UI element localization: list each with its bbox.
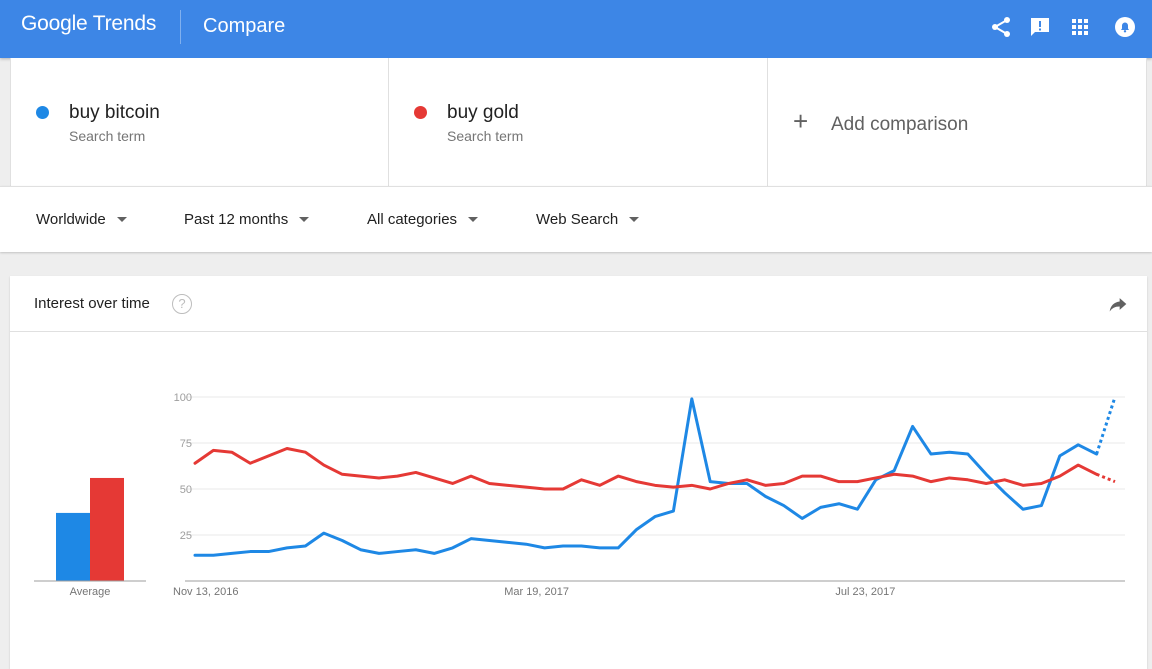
series-line-buy-bitcoin <box>193 397 1099 557</box>
term-card-buy-bitcoin[interactable]: buy bitcoin Search term <box>11 58 389 186</box>
term-label: buy gold <box>447 102 519 123</box>
filter-label: All categories <box>367 211 458 228</box>
interest-chart: 25 50 75 100 Nov 13, 2016 Mar 19, 2017 Jul 23,… <box>34 392 1125 598</box>
dropdown-caret-icon <box>116 216 127 222</box>
term-label: buy bitcoin <box>69 102 160 123</box>
y-tick-label: 50 <box>180 484 192 496</box>
filters-bar: Worldwide Past 12 months All categories … <box>0 186 1152 252</box>
dropdown-caret-icon <box>468 216 479 222</box>
term-type: Search term <box>69 128 146 144</box>
average-label: Average <box>70 586 111 598</box>
series-partial-buy-bitcoin <box>1095 396 1117 455</box>
average-bar-buy-bitcoin <box>56 512 90 581</box>
filter-label: Worldwide <box>36 211 106 228</box>
y-tick-label: 25 <box>180 530 192 542</box>
series-line-buy-gold <box>193 447 1099 491</box>
filter-category-dropdown[interactable]: All categories <box>367 211 479 228</box>
average-bar-buy-gold <box>90 477 124 581</box>
apps-grid-icon[interactable] <box>1068 15 1092 39</box>
share-arrow-icon[interactable] <box>1108 294 1128 314</box>
add-comparison-button[interactable]: + Add comparison <box>768 58 1146 186</box>
add-comparison-label: Add comparison <box>831 114 969 135</box>
term-color-dot <box>414 106 427 119</box>
filter-label: Web Search <box>536 211 619 228</box>
filter-label: Past 12 months <box>184 211 289 228</box>
filter-time-dropdown[interactable]: Past 12 months <box>184 211 310 228</box>
y-tick-label: 75 <box>180 438 192 450</box>
header-divider <box>180 10 181 44</box>
term-card-buy-gold[interactable]: buy gold Search term <box>389 58 768 186</box>
filter-search-type-dropdown[interactable]: Web Search <box>536 211 640 228</box>
dropdown-caret-icon <box>299 216 310 222</box>
x-tick-label: Mar 19, 2017 <box>504 586 569 598</box>
google-trends-logo[interactable]: Google Trends <box>21 12 157 35</box>
filter-region-dropdown[interactable]: Worldwide <box>36 211 127 228</box>
dropdown-caret-icon <box>629 216 640 222</box>
share-icon[interactable] <box>989 15 1013 39</box>
series-partial-buy-gold <box>1096 472 1116 484</box>
compare-terms-panel: buy bitcoin Search term buy gold Search … <box>10 58 1147 186</box>
card-title: Interest over time <box>34 295 150 312</box>
term-type: Search term <box>447 128 524 144</box>
x-tick-label: Nov 13, 2016 <box>173 586 238 598</box>
term-color-dot <box>36 106 49 119</box>
y-tick-label: 100 <box>174 392 192 404</box>
page-title: Compare <box>203 15 286 37</box>
interest-over-time-card: Interest over time ? 25 50 75 100 Nov 13, 20… <box>10 276 1147 669</box>
app-bar: Google Trends Compare <box>0 0 1152 58</box>
card-header: Interest over time ? <box>10 276 1147 332</box>
feedback-icon[interactable] <box>1028 15 1052 39</box>
notifications-icon[interactable] <box>1113 15 1137 39</box>
help-icon[interactable]: ? <box>172 294 192 314</box>
add-icon: + <box>793 106 809 136</box>
x-tick-label: Jul 23, 2017 <box>835 586 895 598</box>
